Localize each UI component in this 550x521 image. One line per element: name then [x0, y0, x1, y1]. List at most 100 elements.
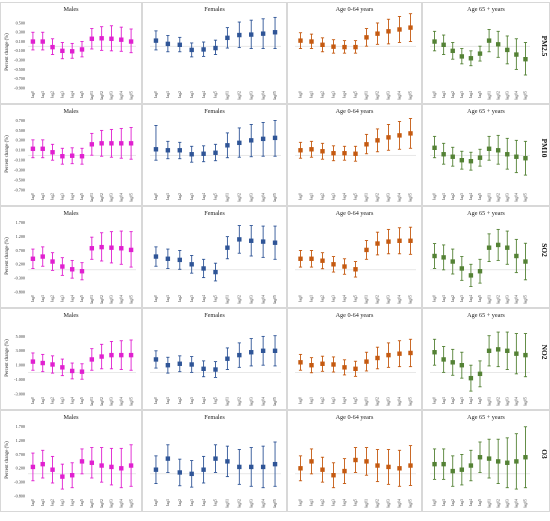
panel-title: Age 65 + years — [467, 6, 505, 13]
x-tick-label: lag1 — [41, 397, 45, 404]
y-tick-label: -0.500 — [14, 177, 25, 182]
panel-frame — [422, 2, 550, 104]
point-marker — [386, 135, 391, 140]
x-tick-label: lag5 — [478, 499, 482, 506]
point-marker — [213, 45, 218, 51]
panel-title: Age 0-64 years — [336, 210, 374, 217]
x-tick-label: lag3 — [190, 91, 194, 98]
point-marker — [89, 460, 95, 465]
point-marker — [459, 467, 465, 472]
point-marker — [298, 38, 303, 43]
x-tick-label: lag03 — [505, 295, 509, 304]
point-marker — [331, 262, 336, 267]
panel-no2-1: Females lag0 lag1 lag2 lag3 lag4 lag5 lag01 lag0… — [142, 308, 287, 410]
panel-frame — [0, 206, 142, 308]
x-tick-label: lag3 — [332, 91, 336, 98]
point-marker — [177, 361, 182, 366]
point-marker — [342, 264, 347, 269]
x-tick-label: lag4 — [343, 295, 347, 302]
y-tick-label: 0.700 — [16, 452, 25, 457]
x-tick-label: lag4 — [343, 397, 347, 404]
x-tick-label: lag0 — [299, 499, 303, 506]
x-tick-label: lag4 — [343, 193, 347, 200]
x-tick-label: lag2 — [451, 193, 455, 200]
point-marker — [450, 360, 455, 365]
point-marker — [119, 141, 124, 146]
point-marker — [201, 47, 206, 52]
x-tick-label: lag4 — [70, 499, 74, 506]
point-marker — [69, 267, 75, 272]
x-tick-label: lag05 — [273, 295, 277, 304]
panel-title: Females — [204, 312, 225, 319]
point-marker — [30, 359, 36, 364]
point-marker — [375, 241, 380, 246]
point-marker — [495, 242, 501, 248]
point-marker — [128, 352, 134, 358]
point-marker — [249, 464, 254, 470]
point-marker — [79, 47, 85, 52]
x-tick-label: lag05 — [273, 193, 277, 202]
panel-title: Age 65 + years — [467, 414, 505, 421]
panel-frame — [422, 410, 550, 512]
point-marker — [69, 368, 75, 374]
panel-frame — [142, 2, 287, 104]
y-tick-label: 1.700 — [16, 424, 25, 429]
point-marker — [495, 347, 501, 352]
y-tick-label: 0.700 — [16, 118, 25, 123]
x-tick-label: lag02 — [100, 193, 104, 202]
x-tick-label: lag01 — [90, 91, 94, 100]
point-marker — [320, 42, 325, 47]
x-tick-label: lag04 — [119, 397, 123, 406]
point-marker — [450, 154, 455, 159]
x-tick-label: lag2 — [321, 499, 325, 506]
x-tick-label: lag04 — [398, 499, 402, 508]
point-marker — [237, 32, 242, 38]
x-tick-label: lag5 — [354, 193, 358, 200]
point-marker — [109, 141, 114, 146]
x-tick-label: lag0 — [154, 193, 158, 200]
point-marker — [459, 54, 465, 59]
y-tick-label: 0.100 — [16, 148, 25, 153]
point-marker — [89, 36, 95, 41]
x-tick-label: lag5 — [80, 397, 84, 404]
point-marker — [69, 49, 75, 54]
x-tick-label: lag1 — [41, 91, 45, 98]
x-tick-label: lag4 — [70, 193, 74, 200]
x-tick-label: lag1 — [442, 499, 446, 506]
x-tick-label: lag1 — [41, 295, 45, 302]
point-marker — [397, 238, 402, 243]
x-tick-label: lag3 — [61, 295, 65, 302]
x-tick-label: lag05 — [409, 91, 413, 100]
point-marker — [320, 361, 325, 366]
panel-title: Males — [63, 108, 79, 115]
x-tick-label: lag01 — [226, 499, 230, 508]
point-marker — [298, 466, 303, 471]
point-marker — [375, 463, 380, 468]
y-tick-label: -0.300 — [14, 480, 25, 485]
point-marker — [109, 352, 114, 358]
y-tick-label: 0.300 — [16, 138, 25, 143]
x-tick-label: lag04 — [119, 499, 123, 508]
y-tick-label: -0.500 — [14, 67, 25, 72]
point-marker — [408, 131, 413, 136]
panel-no2-2: Age 0-64 years lag0 lag1 lag2 lag3 lag4 lag5 la… — [287, 308, 422, 410]
x-tick-label: lag2 — [451, 397, 455, 404]
x-tick-label: lag0 — [31, 193, 35, 200]
x-tick-label: lag02 — [100, 499, 104, 508]
point-marker — [99, 354, 104, 359]
point-marker — [40, 254, 45, 259]
x-tick-label: lag0 — [433, 193, 437, 200]
point-marker — [69, 153, 75, 158]
panel-title: Age 65 + years — [467, 210, 505, 217]
panel-pm10-3: Age 65 + years lag0 lag1 lag2 lag3 lag4 lag5 la… — [422, 104, 550, 206]
y-tick-label: 0.200 — [16, 466, 25, 471]
x-tick-label: lag02 — [238, 397, 242, 406]
panel-o3-2: Age 0-64 years lag0 lag1 lag2 lag3 lag4 lag5 la… — [287, 410, 422, 512]
panel-pm10-0: Males -0.700 -0.500 -0.300 -0.100 0.100 0.300 0… — [0, 104, 142, 206]
x-tick-label: lag5 — [354, 397, 358, 404]
point-marker — [119, 246, 124, 251]
point-marker — [331, 362, 336, 367]
point-marker — [486, 38, 492, 43]
point-marker — [523, 455, 528, 460]
